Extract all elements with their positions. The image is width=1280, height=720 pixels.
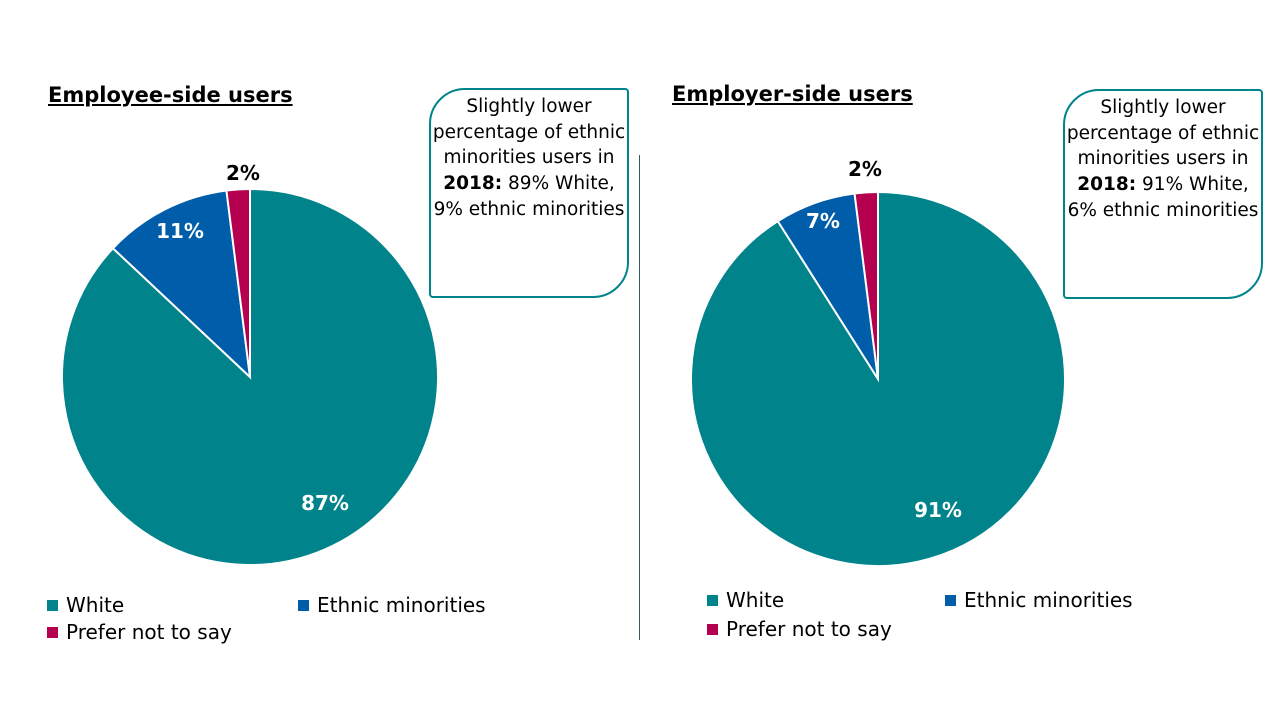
data-label: 87% [301,491,349,515]
legend-item-ethnic-minorities: Ethnic minorities [945,588,1133,612]
legend-swatch [298,600,309,611]
legend-label: White [66,593,125,617]
data-label: 91% [914,498,962,522]
legend-label: Prefer not to say [66,620,232,644]
data-label: 2% [848,157,882,181]
pie-slice-prefer-not-to-say [225,187,251,378]
data-label: 2% [226,161,260,185]
legend-item-white: White [707,588,784,612]
legend-swatch [47,600,58,611]
callout-text: Slightly lower percentage of ethnic mino… [1066,97,1260,170]
legend-item-prefer-not: Prefer not to say [707,617,892,641]
legend-swatch [707,624,718,635]
callout-text: 91% White, 6% ethnic minorities [1067,174,1259,221]
callout-employee: Slightly lower percentage of ethnic mino… [429,88,629,298]
callout-year: 2018: [1077,174,1137,196]
pie-slice-prefer-not-to-say [853,190,879,380]
legend-swatch [707,595,718,606]
data-label: 11% [156,219,204,243]
callout-text: 89% White, 9% ethnic minorities [433,173,625,220]
legend-swatch [47,627,58,638]
chart-title-employer: Employer-side users [672,82,913,106]
data-label: 7% [806,209,840,233]
legend-item-white: White [47,593,124,617]
legend-label: White [726,588,785,612]
legend-label: Ethnic minorities [317,593,486,617]
chart-title-employee: Employee-side users [48,83,293,107]
callout-employer: Slightly lower percentage of ethnic mino… [1063,89,1263,299]
legend-label: Ethnic minorities [964,588,1133,612]
callout-text: Slightly lower percentage of ethnic mino… [432,96,626,169]
callout-year: 2018: [443,173,503,195]
legend-swatch [945,595,956,606]
legend-item-ethnic-minorities: Ethnic minorities [298,593,486,617]
legend-label: Prefer not to say [726,617,892,641]
divider [639,155,640,640]
pie-slice-ethnic-minorities [111,189,252,380]
legend-item-prefer-not: Prefer not to say [47,620,232,644]
